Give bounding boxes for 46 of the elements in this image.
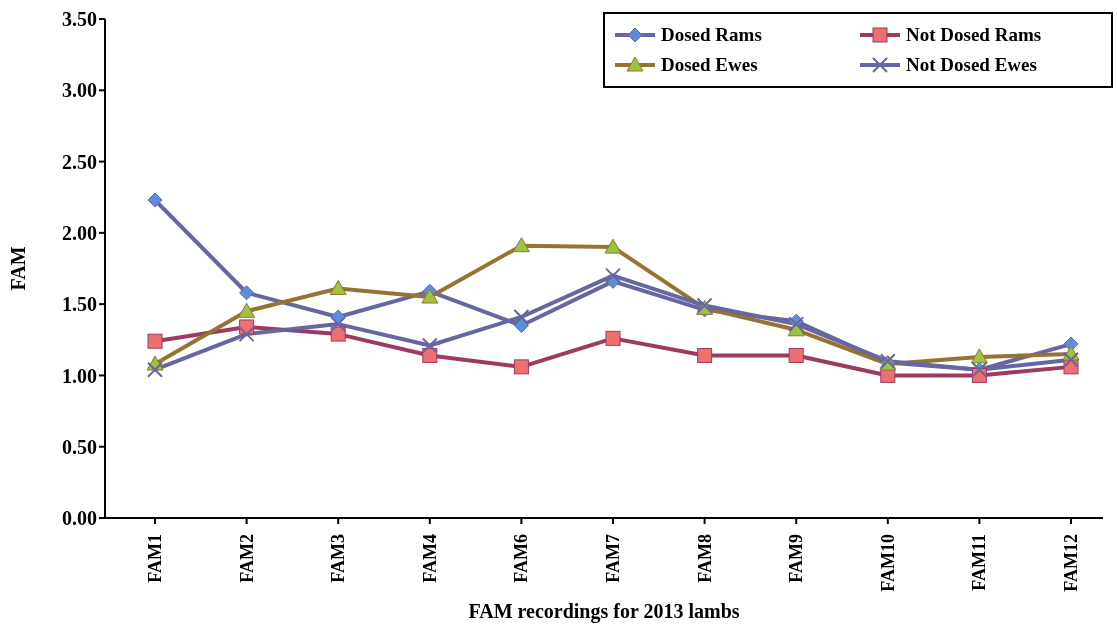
point	[513, 318, 529, 334]
x-tick-label: FAM2	[236, 534, 257, 583]
point	[238, 326, 255, 343]
point	[147, 192, 163, 208]
legend-label: Not Dosed Ewes	[906, 54, 1037, 76]
legend-label: Not Dosed Rams	[906, 24, 1042, 46]
y-tick-label: 0.00	[62, 507, 97, 530]
point	[147, 361, 163, 378]
legend-label: Dosed Rams	[661, 24, 762, 46]
point	[147, 333, 163, 349]
point	[788, 316, 805, 333]
x-tick-label: FAM10	[877, 534, 898, 592]
point	[512, 237, 530, 253]
point	[513, 359, 529, 375]
point	[238, 302, 256, 318]
y-tick-label: 0.50	[62, 435, 97, 458]
y-axis-title: FAM	[7, 246, 30, 291]
y-tick-label: 2.00	[62, 221, 97, 244]
point	[330, 316, 347, 333]
x-tick-label: FAM9	[786, 534, 807, 583]
y-tick-label: 1.00	[62, 364, 97, 387]
x-tick-label: FAM7	[603, 534, 623, 583]
point	[239, 285, 255, 301]
x-tick-label: FAM1	[145, 534, 165, 583]
point	[970, 348, 988, 364]
point	[1063, 351, 1079, 368]
point	[421, 337, 438, 354]
legend-label: Dosed Ewes	[661, 54, 758, 76]
point	[605, 267, 621, 284]
y-tick-label: 1.50	[62, 293, 97, 316]
point	[604, 238, 622, 254]
point	[605, 330, 621, 346]
x-tick-label: FAM12	[1061, 534, 1081, 592]
x-tick-label: FAM11	[969, 534, 990, 591]
x-tick-label: FAM4	[419, 534, 440, 583]
point	[421, 288, 439, 304]
point	[329, 279, 347, 295]
x-tick-label: FAM8	[694, 534, 715, 583]
point	[697, 347, 713, 363]
x-tick-label: FAM3	[328, 534, 349, 583]
y-tick-label: 3.00	[62, 79, 97, 102]
y-tick-label: 3.50	[62, 8, 97, 31]
y-tick-label: 2.50	[62, 150, 97, 173]
x-axis-title: FAM recordings for 2013 lambs	[468, 600, 740, 623]
x-tick-label: FAM6	[511, 534, 532, 583]
point	[788, 347, 804, 363]
